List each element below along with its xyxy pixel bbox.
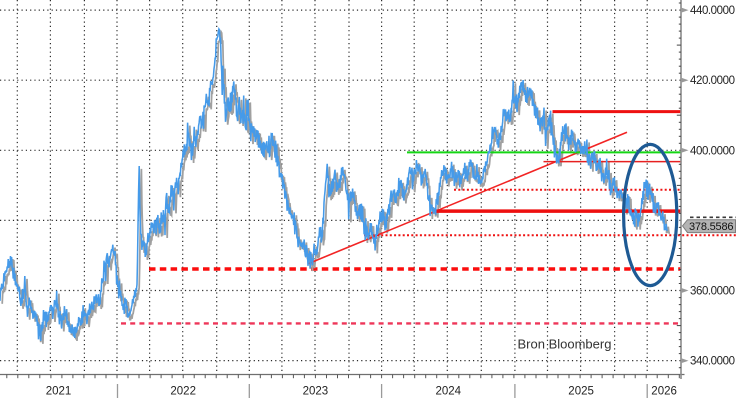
svg-text:420.0000: 420.0000 (690, 75, 735, 87)
svg-text:360.0000: 360.0000 (690, 286, 735, 298)
svg-text:400.0000: 400.0000 (690, 145, 735, 157)
svg-text:2023: 2023 (303, 386, 329, 398)
svg-text:2021: 2021 (46, 386, 72, 398)
svg-text:378.5586: 378.5586 (689, 221, 734, 233)
svg-text:340.0000: 340.0000 (690, 356, 735, 368)
svg-text:2026: 2026 (651, 386, 677, 398)
svg-text:440.0000: 440.0000 (690, 5, 735, 17)
svg-text:2025: 2025 (568, 386, 594, 398)
svg-text:Bron Bloomberg: Bron Bloomberg (518, 337, 612, 352)
svg-text:2024: 2024 (436, 386, 462, 398)
svg-text:2022: 2022 (170, 386, 196, 398)
